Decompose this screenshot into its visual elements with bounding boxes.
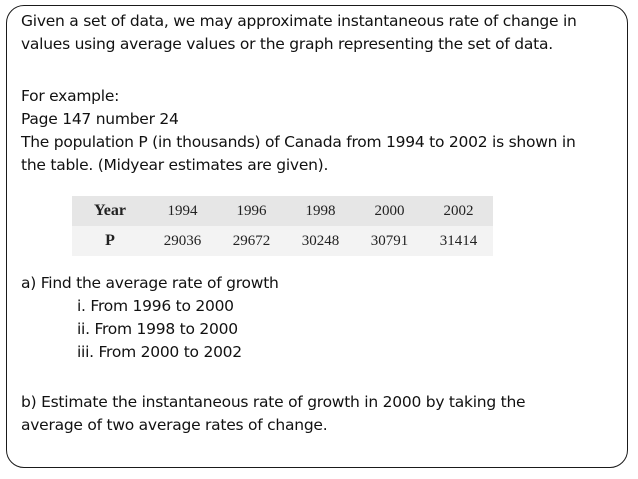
page-reference: Page 147 number 24 (21, 110, 179, 128)
example-paragraph: For example: Page 147 number 24 The popu… (21, 85, 621, 177)
sub-question: iii. From 2000 to 2002 (77, 343, 242, 361)
table-cell: 30248 (286, 226, 355, 256)
sub-question: i. From 1996 to 2000 (77, 297, 234, 315)
table-cell: 1994 (148, 196, 217, 226)
table-row-header: P (72, 226, 148, 256)
table-cell: 30791 (355, 226, 424, 256)
intro-line: Given a set of data, we may approximate … (21, 12, 577, 30)
question-b-line: b) Estimate the instantaneous rate of gr… (21, 393, 526, 411)
question-a: a) Find the average rate of growth i. Fr… (21, 272, 621, 364)
population-table: Year 1994 1996 1998 2000 2002 P 29036 29… (72, 196, 493, 256)
table-cell: 1996 (217, 196, 286, 226)
slide-frame (6, 5, 628, 468)
table-cell: 1998 (286, 196, 355, 226)
question-a-title: a) Find the average rate of growth (21, 274, 279, 292)
table-cell: 2002 (424, 196, 493, 226)
table-row: Year 1994 1996 1998 2000 2002 (72, 196, 493, 226)
example-heading: For example: (21, 87, 120, 105)
question-b: b) Estimate the instantaneous rate of gr… (21, 391, 621, 437)
table-row: P 29036 29672 30248 30791 31414 (72, 226, 493, 256)
intro-paragraph: Given a set of data, we may approximate … (21, 10, 621, 56)
table-row-header: Year (72, 196, 148, 226)
sub-question: ii. From 1998 to 2000 (77, 320, 238, 338)
table-cell: 29672 (217, 226, 286, 256)
problem-statement-line: the table. (Midyear estimates are given)… (21, 156, 329, 174)
table-cell: 31414 (424, 226, 493, 256)
intro-line: values using average values or the graph… (21, 35, 553, 53)
question-b-line: average of two average rates of change. (21, 416, 328, 434)
problem-statement-line: The population P (in thousands) of Canad… (21, 133, 576, 151)
table-cell: 2000 (355, 196, 424, 226)
table-cell: 29036 (148, 226, 217, 256)
